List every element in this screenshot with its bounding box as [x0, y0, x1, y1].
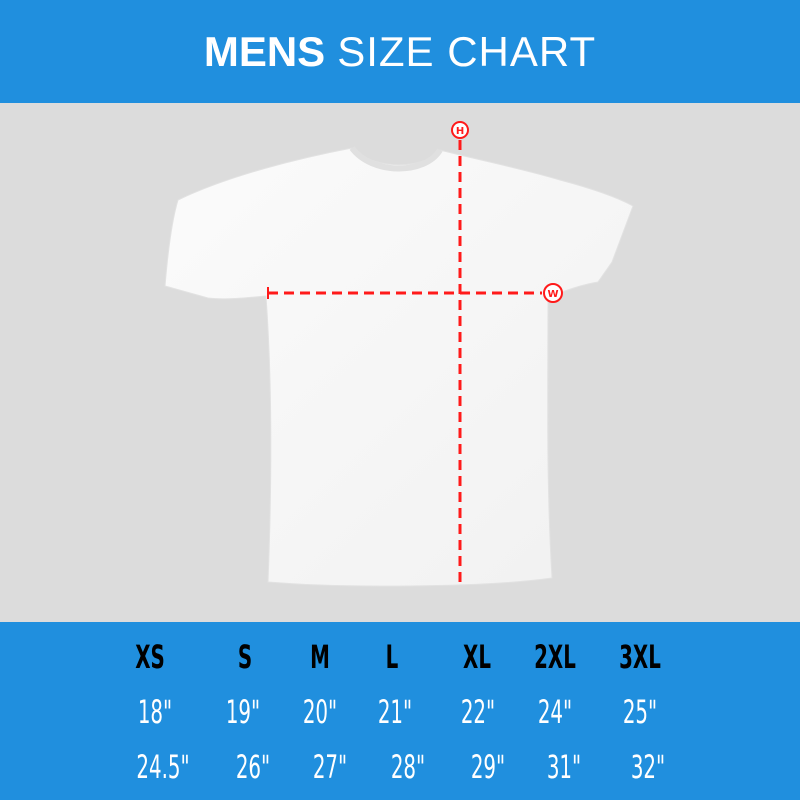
- width-value: 24": [537, 693, 573, 731]
- size-label: XL: [463, 638, 491, 676]
- height-marker-icon: H: [451, 121, 469, 139]
- width-value: 18": [137, 693, 173, 731]
- size-label: M: [310, 638, 330, 676]
- height-value: 24.5": [136, 748, 190, 786]
- size-label: XS: [135, 638, 165, 676]
- height-value: 28": [390, 748, 426, 786]
- collar: [349, 146, 443, 172]
- size-label: 3XL: [619, 638, 661, 676]
- tshirt-diagram: H W: [0, 103, 800, 622]
- size-label: S: [237, 638, 253, 676]
- width-value: 19": [225, 693, 261, 731]
- svg-text:W: W: [547, 289, 558, 300]
- svg-text:H: H: [456, 126, 464, 137]
- title-rest: SIZE CHART: [337, 27, 597, 75]
- width-value: 22": [460, 693, 496, 731]
- tshirt-illustration: H W: [164, 121, 634, 587]
- title-bold: MENS: [203, 27, 326, 75]
- size-label: L: [385, 638, 399, 676]
- size-table: XS S M L XL 2XL 3XL 18" 19" 20" 21" 22" …: [0, 622, 800, 800]
- width-value: 25": [622, 693, 658, 731]
- width-value: 20": [302, 693, 338, 731]
- width-value: 21": [377, 693, 413, 731]
- height-value: 27": [312, 748, 348, 786]
- height-value: 32": [630, 748, 666, 786]
- header-banner: MENS SIZE CHART: [0, 0, 800, 103]
- height-value: 29": [470, 748, 506, 786]
- size-label: 2XL: [534, 638, 576, 676]
- height-value: 31": [546, 748, 582, 786]
- width-marker-icon: W: [543, 283, 563, 303]
- height-value: 26": [235, 748, 271, 786]
- tshirt-shape: [164, 147, 634, 587]
